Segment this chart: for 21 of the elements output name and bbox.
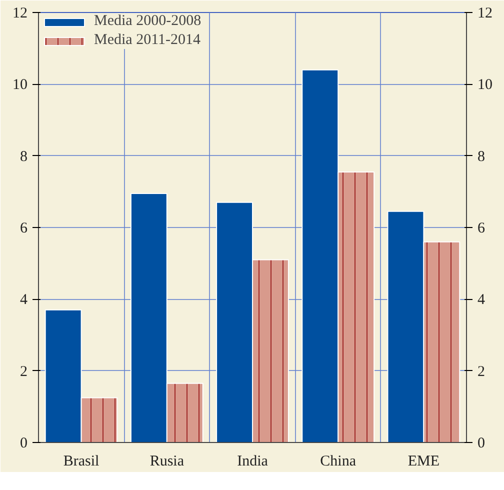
y-tick-label: 12 — [12, 6, 28, 22]
y2-tick-label: 4 — [478, 292, 486, 308]
x-tick-label: China — [320, 454, 356, 470]
x-tick-label: Rusia — [150, 454, 184, 470]
y-tick-label: 4 — [20, 292, 28, 308]
y-tick-label: 2 — [20, 364, 28, 380]
y2-tick-label: 6 — [478, 220, 486, 236]
y-tick-label: 6 — [20, 220, 28, 236]
y2-tick-label: 0 — [478, 436, 485, 452]
y2-tick-label: 2 — [478, 364, 485, 380]
y-tick-label: 0 — [20, 436, 28, 452]
x-tick-label: India — [237, 454, 268, 470]
x-tick-label: EME — [408, 454, 440, 470]
legend-label: Media 2011-2014 — [94, 32, 201, 49]
y-tick-label: 10 — [12, 77, 28, 94]
y2-tick-label: 8 — [478, 148, 485, 165]
y-tick-label: 8 — [20, 148, 28, 165]
x-tick-label: Brasil — [63, 454, 100, 470]
y2-tick-label: 12 — [478, 6, 492, 22]
y2-tick-label: 10 — [478, 77, 492, 94]
legend-label: Media 2000-2008 — [94, 13, 202, 30]
